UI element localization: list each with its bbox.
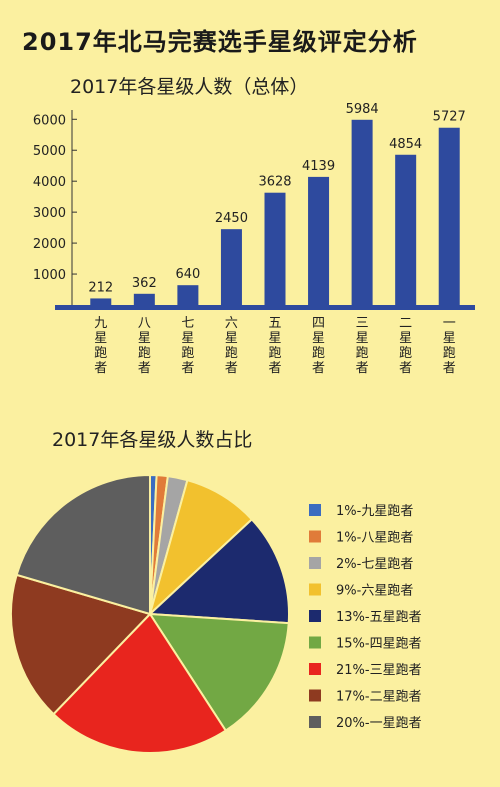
bar xyxy=(177,285,199,305)
legend-label: 13%-五星跑者 xyxy=(336,610,422,625)
y-tick-label: 3000 xyxy=(33,206,66,221)
pie-slice xyxy=(148,612,290,732)
legend-label: 1%-八星跑者 xyxy=(336,531,413,546)
x-tick-label: 二星跑者 xyxy=(399,316,412,376)
bar-value-label: 2450 xyxy=(215,211,248,226)
legend-label: 20%-一星跑者 xyxy=(336,716,422,731)
y-tick-label: 1000 xyxy=(33,268,66,283)
bar-value-label: 5984 xyxy=(346,102,379,117)
bar-value-label: 5727 xyxy=(433,110,466,125)
x-tick-label: 九星跑者 xyxy=(94,316,107,376)
legend-swatch xyxy=(309,689,321,702)
bar-chart-title: 2017年各星级人数（总体） xyxy=(70,76,309,98)
legend-label: 17%-二星跑者 xyxy=(336,690,422,705)
bar xyxy=(220,229,242,305)
pie-slice xyxy=(52,612,228,754)
legend-swatch xyxy=(309,663,321,675)
x-tick-label: 一星跑者 xyxy=(443,316,456,376)
bar xyxy=(133,293,155,305)
legend-label: 9%-六星跑者 xyxy=(336,584,413,599)
legend-swatch xyxy=(309,716,321,728)
y-tick-label: 6000 xyxy=(33,113,66,128)
bar-value-label: 4854 xyxy=(389,137,422,152)
pie-slice xyxy=(15,473,151,616)
y-tick-label: 2000 xyxy=(33,237,66,252)
x-tick-label: 八星跑者 xyxy=(138,316,151,376)
x-tick-label: 五星跑者 xyxy=(268,316,281,376)
legend-swatch xyxy=(309,504,321,516)
pie-chart-title: 2017年各星级人数占比 xyxy=(52,429,253,451)
legend-label: 2%-七星跑者 xyxy=(336,557,413,572)
bar-value-label: 3628 xyxy=(258,175,291,190)
pie-slice xyxy=(10,573,152,716)
bar-value-label: 362 xyxy=(132,276,157,291)
legend-label: 21%-三星跑者 xyxy=(336,663,422,678)
bar xyxy=(264,192,286,305)
legend-swatch xyxy=(309,583,321,596)
x-tick-label: 六星跑者 xyxy=(225,316,238,376)
legend-swatch xyxy=(309,557,321,569)
bar-chart: 1000 2000 3000 4000 5000 6000 212 九星跑者 362 八星跑者 64… xyxy=(33,102,475,376)
y-tick-label: 5000 xyxy=(33,144,66,159)
bar xyxy=(351,119,373,306)
legend-swatch xyxy=(309,636,321,649)
bar-value-label: 4139 xyxy=(302,159,335,174)
legend-swatch xyxy=(309,530,321,543)
x-tick-label: 七星跑者 xyxy=(181,316,194,376)
y-tick-label: 4000 xyxy=(33,175,66,190)
bar xyxy=(308,176,330,305)
bar-value-label: 640 xyxy=(175,267,200,282)
bar-value-label: 212 xyxy=(88,280,113,295)
bar xyxy=(438,127,460,305)
bar xyxy=(90,298,112,305)
page-title: 2017年北马完赛选手星级评定分析 xyxy=(22,28,418,56)
legend-label: 1%-九星跑者 xyxy=(336,504,413,519)
legend-swatch xyxy=(309,610,321,622)
x-tick-label: 三星跑者 xyxy=(356,316,369,376)
legend-label: 15%-四星跑者 xyxy=(336,637,422,652)
x-axis xyxy=(55,305,475,310)
x-tick-label: 四星跑者 xyxy=(312,316,325,376)
pie-slice xyxy=(147,517,290,625)
bar xyxy=(395,154,417,305)
